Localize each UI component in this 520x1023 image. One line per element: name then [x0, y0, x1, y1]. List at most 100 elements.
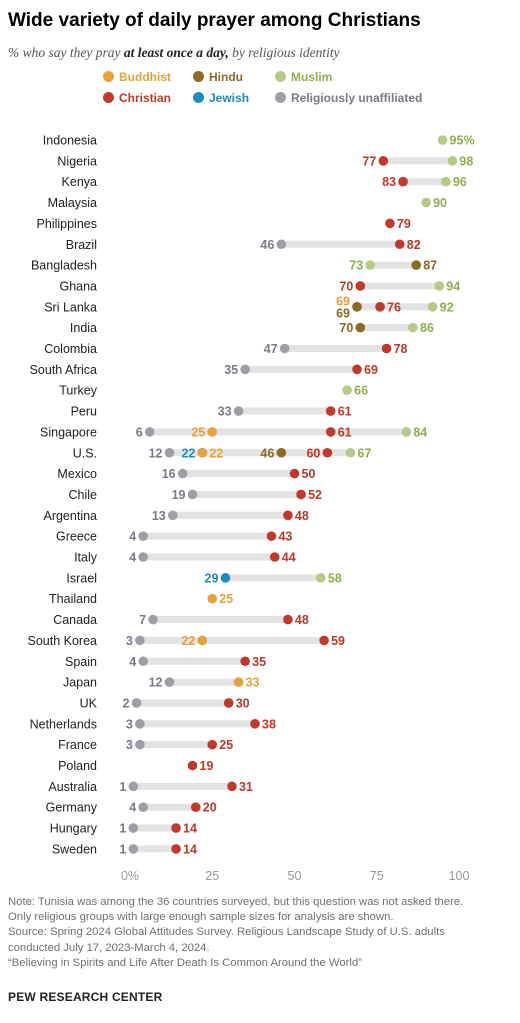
- value-label-kenya-muslim: 96: [453, 175, 467, 189]
- x-tick-label: 25: [205, 869, 219, 883]
- country-label-colombia: Colombia: [44, 342, 97, 356]
- value-label-argentina-religiously-unaffiliated: 13: [152, 509, 166, 523]
- value-label-bangladesh-hindu: 87: [423, 259, 437, 273]
- dot-canada-christian: [283, 614, 293, 625]
- source-line-1: Source: Spring 2024 Global Attitudes Sur…: [8, 926, 445, 939]
- dot-netherlands-religiously-unaffiliated: [135, 719, 145, 729]
- dot-sri-lanka-muslim: [427, 302, 438, 312]
- subtitle-suffix: by religious identity: [228, 45, 340, 60]
- country-label-poland: Poland: [58, 759, 97, 773]
- value-label-kenya-christian: 83: [382, 175, 396, 189]
- country-label-germany: Germany: [46, 801, 98, 815]
- country-label-singapore: Singapore: [40, 425, 97, 439]
- country-label-kenya: Kenya: [62, 175, 97, 189]
- country-label-malaysia: Malaysia: [48, 196, 97, 210]
- value-label-mexico-religiously-unaffiliated: 16: [162, 467, 176, 481]
- country-label-south-korea: South Korea: [28, 634, 98, 648]
- country-label-nigeria: Nigeria: [57, 154, 97, 168]
- x-tick-label: 50: [288, 869, 302, 883]
- dot-argentina-christian: [283, 510, 293, 521]
- value-label-bangladesh-muslim: 73: [349, 259, 363, 273]
- dot-singapore-christian: [325, 427, 336, 437]
- value-label-france-christian: 25: [219, 738, 233, 752]
- dot-sweden-religiously-unaffiliated: [128, 844, 139, 854]
- dot-peru-christian: [325, 406, 336, 416]
- dot-uk-religiously-unaffiliated: [131, 698, 142, 708]
- value-label-india-muslim: 86: [420, 321, 434, 335]
- dot-uk-christian: [223, 698, 234, 708]
- chart-title: Wide variety of daily prayer among Chris…: [8, 10, 421, 31]
- source-org: PEW RESEARCH CENTER: [8, 990, 163, 1004]
- dot-brazil-christian: [394, 239, 405, 250]
- value-label-chile-christian: 52: [308, 488, 322, 502]
- country-label-sri-lanka: Sri Lanka: [44, 300, 97, 314]
- country-label-italy: Italy: [74, 551, 98, 565]
- country-label-brazil: Brazil: [66, 238, 97, 252]
- country-label-japan: Japan: [63, 676, 97, 690]
- value-label-singapore-muslim: 84: [413, 425, 427, 439]
- legend-label: Religiously unaffiliated: [291, 91, 423, 105]
- dot-india-hindu: [355, 322, 366, 333]
- value-label-japan-buddhist: 33: [246, 676, 260, 690]
- legend-item-christian: Christian: [103, 91, 171, 105]
- legend-label: Muslim: [291, 70, 333, 84]
- value-label-turkey-muslim: 66: [354, 384, 368, 398]
- value-label-malaysia-muslim: 90: [433, 196, 447, 210]
- dot-mexico-religiously-unaffiliated: [177, 468, 188, 479]
- value-label-u-s-jewish: 22: [181, 446, 195, 460]
- value-label-sri-lanka-muslim: 92: [440, 300, 454, 314]
- value-label-netherlands-christian: 38: [262, 717, 276, 731]
- value-label-greece-religiously-unaffiliated: 4: [129, 530, 136, 544]
- dot-brazil-religiously-unaffiliated: [276, 239, 287, 250]
- value-label-germany-christian: 20: [203, 801, 217, 815]
- dot-colombia-religiously-unaffiliated: [279, 343, 290, 354]
- value-label-sweden-christian: 14: [183, 842, 197, 856]
- dot-south-korea-buddhist: [197, 635, 208, 646]
- dot-india-muslim: [408, 322, 418, 333]
- dot-israel-jewish: [220, 573, 231, 583]
- dot-singapore-muslim: [401, 427, 412, 437]
- country-label-bangladesh: Bangladesh: [31, 259, 97, 273]
- dot-italy-religiously-unaffiliated: [138, 552, 148, 562]
- country-label-turkey: Turkey: [59, 384, 97, 398]
- value-label-south-korea-buddhist: 22: [181, 634, 195, 648]
- value-label-south-korea-religiously-unaffiliated: 3: [126, 634, 133, 648]
- x-tick-label: 100: [449, 869, 470, 883]
- value-label-australia-religiously-unaffiliated: 1: [119, 780, 126, 794]
- source-line-2: conducted July 17, 2023-March 4, 2024.: [8, 941, 210, 954]
- legend-item-buddhist: Buddhist: [103, 70, 171, 84]
- value-label-singapore-religiously-unaffiliated: 6: [136, 425, 143, 439]
- dot-bangladesh-hindu: [411, 260, 422, 270]
- dot-australia-christian: [227, 781, 237, 792]
- value-label-u-s-hindu: 46: [260, 446, 274, 460]
- dot-u-s-hindu: [276, 447, 287, 458]
- value-label-japan-religiously-unaffiliated: 12: [149, 676, 163, 690]
- value-label-brazil-christian: 82: [407, 238, 421, 252]
- value-label-sri-lanka-buddhist: 69: [336, 294, 350, 308]
- value-label-canada-religiously-unaffiliated: 7: [139, 613, 146, 627]
- value-label-hungary-religiously-unaffiliated: 1: [119, 822, 126, 836]
- value-label-ghana-muslim: 94: [446, 279, 460, 293]
- value-label-south-korea-christian: 59: [331, 634, 345, 648]
- country-label-indonesia: Indonesia: [43, 134, 97, 148]
- legend-dot: [193, 92, 204, 103]
- dot-sweden-christian: [171, 844, 181, 854]
- value-label-peru-christian: 61: [338, 405, 352, 419]
- value-label-u-s-buddhist: 22: [209, 446, 223, 460]
- dot-hungary-christian: [171, 823, 181, 833]
- dot-japan-religiously-unaffiliated: [164, 677, 175, 687]
- dot-south-africa-christian: [352, 364, 362, 375]
- dot-poland-christian: [187, 760, 198, 771]
- legend-item-jewish: Jewish: [193, 91, 249, 105]
- dot-sri-lanka-hindu: [352, 302, 362, 312]
- value-label-france-religiously-unaffiliated: 3: [126, 738, 133, 752]
- dot-ghana-christian: [355, 281, 366, 291]
- value-label-sri-lanka-christian: 76: [387, 300, 401, 314]
- value-label-uk-christian: 30: [236, 696, 250, 710]
- dot-chile-religiously-unaffiliated: [187, 489, 198, 500]
- dot-argentina-religiously-unaffiliated: [167, 510, 178, 521]
- dot-south-korea-religiously-unaffiliated: [135, 635, 145, 646]
- note-line-1: Note: Tunisia was among the 36 countries…: [8, 896, 464, 908]
- dot-u-s-christian: [322, 447, 333, 458]
- value-label-u-s-christian: 60: [306, 446, 320, 460]
